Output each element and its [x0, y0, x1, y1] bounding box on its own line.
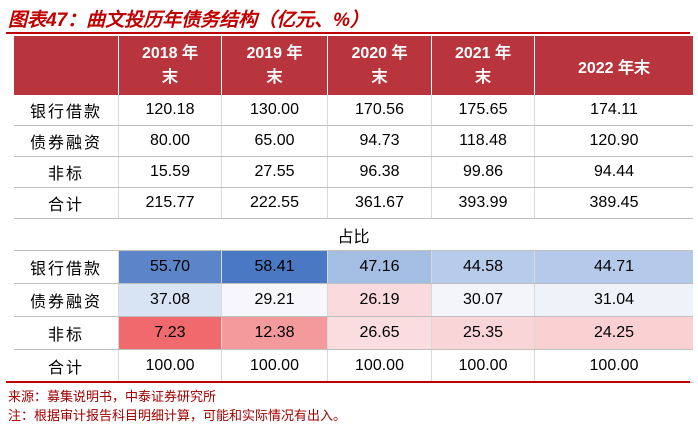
value-cell: 44.58	[431, 250, 535, 284]
source-note: 来源：募集说明书，中泰证券研究所	[8, 389, 217, 404]
value-cell: 30.07	[431, 283, 535, 317]
value-cell: 12.38	[221, 316, 328, 350]
value-cell: 174.11	[534, 95, 693, 126]
value-cell: 37.08	[118, 283, 222, 317]
value-cell: 47.16	[327, 250, 432, 284]
value-cell: 100.00	[534, 349, 693, 383]
value-cell: 222.55	[221, 187, 328, 219]
table-row: 银行借款 120.18 130.00 170.56 175.65 174.11	[14, 95, 693, 126]
row-label: 银行借款	[14, 250, 119, 284]
value-cell: 215.77	[118, 187, 222, 219]
value-cell: 170.56	[327, 95, 432, 126]
header-cell: 2020 年末	[327, 36, 432, 95]
value-cell: 15.59	[118, 156, 222, 188]
table-row: 合计 100.00 100.00 100.00 100.00 100.00	[14, 349, 693, 383]
value-cell: 175.65	[431, 95, 535, 126]
value-cell: 24.25	[534, 316, 693, 350]
value-cell: 361.67	[327, 187, 432, 219]
value-cell: 55.70	[118, 250, 222, 284]
header-text: 2020 年末	[351, 44, 408, 86]
value-cell: 100.00	[221, 349, 328, 383]
table-row: 债券融资 37.08 29.21 26.19 30.07 31.04	[14, 283, 693, 317]
value-cell: 100.00	[431, 349, 535, 383]
value-cell: 25.35	[431, 316, 535, 350]
footnote: 注：根据审计报告科目明细计算，可能和实际情况有出入。	[8, 408, 347, 423]
value-cell: 100.00	[118, 349, 222, 383]
value-cell: 31.04	[534, 283, 693, 317]
value-cell: 389.45	[534, 187, 693, 219]
value-cell: 29.21	[221, 283, 328, 317]
row-label: 非标	[14, 156, 119, 188]
header-text: 2021 年末	[454, 44, 512, 86]
row-label: 债券融资	[14, 125, 119, 157]
header-cell: 2018 年末	[118, 36, 222, 95]
value-cell: 44.71	[534, 250, 693, 284]
header-text: 2022 年末	[577, 59, 651, 77]
value-cell: 393.99	[431, 187, 535, 219]
value-cell: 26.19	[327, 283, 432, 317]
value-cell: 118.48	[431, 125, 535, 157]
value-cell: 7.23	[118, 316, 222, 350]
value-cell: 26.65	[327, 316, 432, 350]
title-rule	[6, 32, 690, 34]
header-row: 2018 年末 2019 年末 2020 年末 2021 年末 2022 年末	[14, 36, 693, 95]
header-cell: 2022 年末	[534, 36, 693, 95]
row-label: 非标	[14, 316, 119, 350]
value-cell: 27.55	[221, 156, 328, 188]
debt-table: 2018 年末 2019 年末 2020 年末 2021 年末 2022 年末 银行借款 1…	[14, 36, 693, 383]
table-row: 银行借款 55.70 58.41 47.16 44.58 44.71	[14, 250, 693, 284]
value-cell: 58.41	[221, 250, 328, 284]
section-row: 占比	[14, 218, 693, 251]
bottom-rule	[6, 381, 690, 383]
header-cell: 2019 年末	[221, 36, 328, 95]
section-label: 占比	[14, 218, 693, 251]
value-cell: 120.90	[534, 125, 693, 157]
figure-title: 图表47：曲文投历年债务结构（亿元、%）	[8, 10, 370, 31]
row-label: 银行借款	[14, 95, 119, 126]
value-cell: 130.00	[221, 95, 328, 126]
value-cell: 96.38	[327, 156, 432, 188]
value-cell: 99.86	[431, 156, 535, 188]
header-text: 2019 年末	[246, 44, 303, 86]
table-row: 合计 215.77 222.55 361.67 393.99 389.45	[14, 187, 693, 219]
header-blank	[14, 36, 119, 95]
header-cell: 2021 年末	[431, 36, 535, 95]
row-label: 合计	[14, 187, 119, 219]
table-row: 非标 7.23 12.38 26.65 25.35 24.25	[14, 316, 693, 350]
row-label: 合计	[14, 349, 119, 383]
row-label: 债券融资	[14, 283, 119, 317]
table-row: 债券融资 80.00 65.00 94.73 118.48 120.90	[14, 125, 693, 157]
table-row: 非标 15.59 27.55 96.38 99.86 94.44	[14, 156, 693, 188]
header-text: 2018 年末	[141, 44, 199, 86]
value-cell: 65.00	[221, 125, 328, 157]
value-cell: 94.73	[327, 125, 432, 157]
value-cell: 94.44	[534, 156, 693, 188]
value-cell: 120.18	[118, 95, 222, 126]
value-cell: 100.00	[327, 349, 432, 383]
value-cell: 80.00	[118, 125, 222, 157]
